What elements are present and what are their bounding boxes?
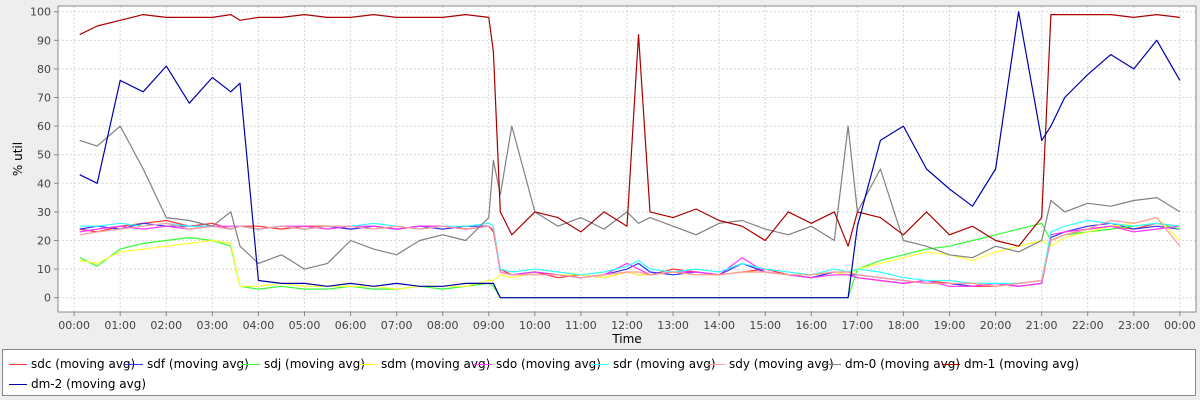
legend-item: dm-1 (moving avg): [942, 356, 1079, 372]
x-tick-label: 00:00: [58, 319, 90, 332]
legend-label: sdc (moving avg): [31, 357, 136, 371]
legend-item: sdc (moving avg): [9, 356, 135, 372]
series-lines: [79, 11, 1181, 299]
y-tick-label: 40: [37, 177, 51, 190]
y-tick-label: 10: [37, 263, 51, 276]
x-tick-label: 12:00: [611, 319, 643, 332]
legend-label: sdf (moving avg): [147, 357, 249, 371]
x-tick-label: 00:00: [1164, 319, 1196, 332]
x-tick-label: 20:00: [980, 319, 1012, 332]
legend: sdc (moving avg) sdf (moving avg) sdj (mov…: [2, 349, 1196, 396]
legend-item: sdo (moving avg): [474, 356, 601, 372]
legend-swatch: [591, 363, 609, 365]
legend-label: dm-2 (moving avg): [31, 377, 147, 391]
x-tick-label: 22:00: [1072, 319, 1104, 332]
y-axis-title: % util: [11, 142, 25, 176]
legend-item: sdf (moving avg): [125, 356, 249, 372]
x-tick-label: 08:00: [427, 319, 459, 332]
x-tick-label: 01:00: [104, 319, 136, 332]
legend-item: sdj (moving avg): [242, 356, 365, 372]
x-tick-label: 17:00: [842, 319, 874, 332]
x-tick-label: 19:00: [934, 319, 966, 332]
legend-swatch: [125, 363, 143, 365]
legend-swatch: [9, 383, 27, 385]
legend-item: sdy (moving avg): [707, 356, 834, 372]
x-tick-label: 10:00: [519, 319, 551, 332]
legend-item: sdr (moving avg): [591, 356, 716, 372]
legend-label: dm-0 (moving avg): [845, 357, 961, 371]
series-line-sdy: [79, 217, 1181, 287]
legend-swatch: [942, 363, 960, 365]
x-tick-label: 13:00: [657, 319, 689, 332]
y-tick-label: 20: [37, 235, 51, 248]
x-tick-label: 02:00: [150, 319, 182, 332]
legend-label: sdm (moving avg): [381, 357, 491, 371]
legend-swatch: [242, 363, 260, 365]
axes: 0 10 20 30 40 50 60 70 80 90 100 00:00 01:00 02:00 03:…: [30, 6, 1196, 332]
y-tick-label: 100: [30, 6, 51, 19]
legend-label: dm-1 (moving avg): [964, 357, 1080, 371]
legend-label: sdy (moving avg): [729, 357, 834, 371]
legend-item: dm-2 (moving avg): [9, 376, 146, 392]
series-line-dm-2: [79, 11, 1181, 299]
legend-swatch: [359, 363, 377, 365]
x-tick-label: 03:00: [196, 319, 228, 332]
legend-label: sdo (moving avg): [496, 357, 601, 371]
x-tick-label: 11:00: [565, 319, 597, 332]
x-tick-label: 16:00: [795, 319, 827, 332]
x-tick-label: 14:00: [703, 319, 735, 332]
x-tick-label: 07:00: [381, 319, 413, 332]
legend-label: sdj (moving avg): [264, 357, 365, 371]
x-tick-label: 21:00: [1026, 319, 1058, 332]
x-tick-label: 06:00: [335, 319, 367, 332]
legend-item: sdm (moving avg): [359, 356, 490, 372]
grid-lines: [58, 6, 1196, 312]
legend-swatch: [823, 363, 841, 365]
y-tick-label: 0: [44, 292, 51, 305]
x-tick-label: 05:00: [289, 319, 321, 332]
legend-swatch: [707, 363, 725, 365]
y-tick-label: 90: [37, 34, 51, 47]
y-tick-label: 60: [37, 120, 51, 133]
series-line-dm-0: [79, 125, 1181, 270]
legend-swatch: [9, 363, 27, 365]
legend-label: sdr (moving avg): [613, 357, 716, 371]
legend-swatch: [474, 363, 492, 365]
x-tick-label: 15:00: [749, 319, 781, 332]
x-tick-label: 18:00: [888, 319, 920, 332]
x-tick-label: 09:00: [473, 319, 505, 332]
y-tick-label: 30: [37, 206, 51, 219]
y-tick-label: 50: [37, 149, 51, 162]
legend-item: dm-0 (moving avg): [823, 356, 960, 372]
y-tick-label: 80: [37, 63, 51, 76]
series-line-dm-1: [79, 14, 1180, 247]
x-tick-label: 23:00: [1118, 319, 1150, 332]
line-chart: 0 10 20 30 40 50 60 70 80 90 100 00:00 01:00 02:00 03:…: [11, 5, 1197, 345]
x-tick-label: 04:00: [243, 319, 275, 332]
x-axis-title: Time: [611, 332, 641, 345]
y-tick-label: 70: [37, 92, 51, 105]
